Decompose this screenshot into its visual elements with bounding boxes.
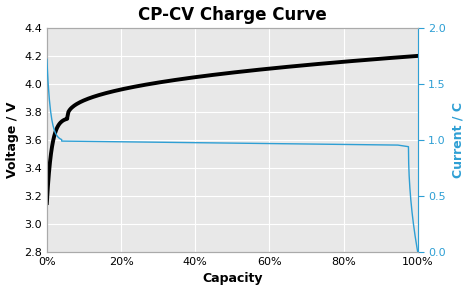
Y-axis label: Current / C: Current / C xyxy=(452,102,464,178)
Y-axis label: Voltage / V: Voltage / V xyxy=(6,102,18,178)
X-axis label: Capacity: Capacity xyxy=(202,272,263,285)
Title: CP-CV Charge Curve: CP-CV Charge Curve xyxy=(138,6,327,24)
